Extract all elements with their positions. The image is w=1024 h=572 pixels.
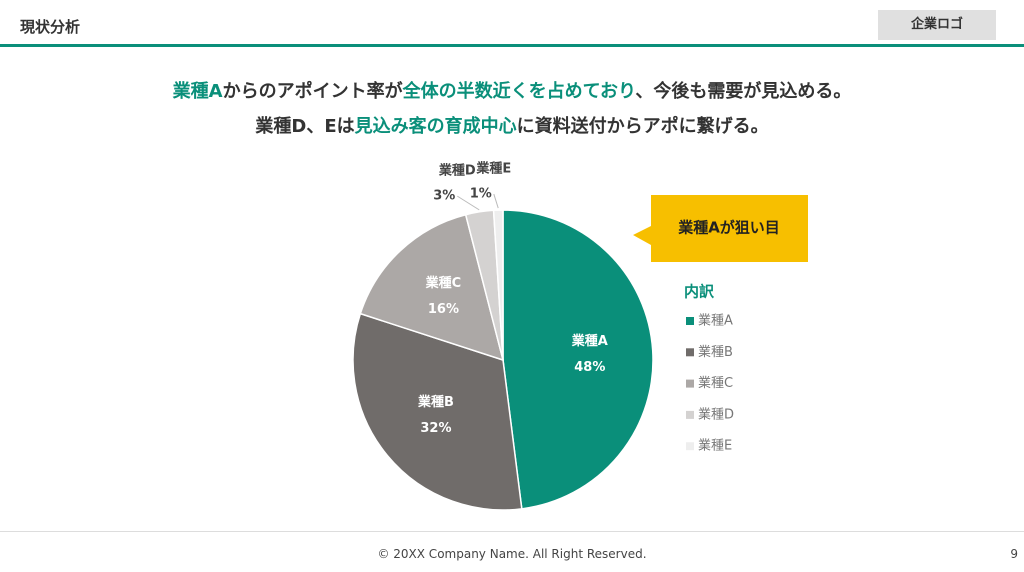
slice-label: 業種E (475, 161, 511, 177)
highlight-text: 全体の半数近くを占めており (402, 81, 636, 102)
legend-swatch (686, 379, 694, 388)
legend-label: 業種B (698, 344, 733, 360)
callout-box (633, 195, 808, 262)
slice-label: 業種C (425, 275, 462, 291)
key-message: 業種Aからのアポイント率が全体の半数近くを占めており、今後も需要が見込める。 業種… (0, 74, 1024, 144)
message-text: からのアポイント率が (222, 81, 403, 102)
leader-line (457, 195, 480, 211)
slice-value: 3% (433, 189, 455, 204)
highlight-text: 業種A (172, 81, 223, 102)
legend-swatch (686, 348, 694, 357)
slice-label: 業種D (438, 163, 476, 179)
slice-value: 32% (420, 421, 451, 436)
copyright: © 20XX Company Name. All Right Reserved. (377, 547, 647, 561)
legend-swatch (686, 317, 694, 325)
logo-box: 企業ロゴ (878, 10, 996, 40)
slice-label: 業種B (417, 394, 454, 410)
legend-label: 業種E (698, 438, 732, 454)
legend-swatch (686, 442, 694, 451)
header-rule (0, 44, 1024, 47)
slide-title: 現状分析 (20, 18, 81, 36)
legend-title: 内訳 (684, 283, 715, 301)
legend-label: 業種D (698, 406, 734, 422)
legend-label: 業種C (698, 375, 733, 391)
highlight-text: 見込み客の育成中心 (354, 116, 517, 137)
leader-line (493, 193, 499, 209)
slice-value: 1% (470, 187, 492, 202)
message-text: 、今後も需要が見込める。 (635, 81, 852, 102)
message-text: 業種D、Eは (255, 116, 355, 137)
footer-rule (0, 531, 1024, 532)
slice-value: 16% (428, 302, 459, 317)
pie-slice (359, 213, 505, 362)
message-line: 業種D、Eは見込み客の育成中心に資料送付からアポに繋げる。 (0, 109, 1024, 144)
message-line: 業種Aからのアポイント率が全体の半数近くを占めており、今後も需要が見込める。 (0, 74, 1024, 109)
legend-label: 業種A (698, 313, 733, 329)
slice-label: 業種A (571, 333, 608, 349)
message-text: に資料送付からアポに繋げる。 (516, 116, 769, 137)
pie-slice (502, 209, 654, 510)
pie-slice (492, 209, 504, 361)
page-number: 9 (1010, 547, 1018, 561)
legend-swatch (686, 410, 694, 419)
pie-slice (352, 312, 523, 511)
callout-text: 業種Aが狙い目 (677, 219, 780, 237)
slice-value: 48% (574, 360, 605, 375)
